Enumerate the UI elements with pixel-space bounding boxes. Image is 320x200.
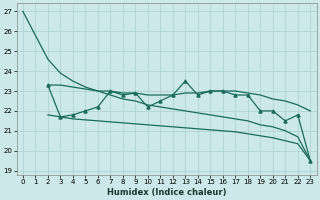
X-axis label: Humidex (Indice chaleur): Humidex (Indice chaleur)	[107, 188, 226, 197]
